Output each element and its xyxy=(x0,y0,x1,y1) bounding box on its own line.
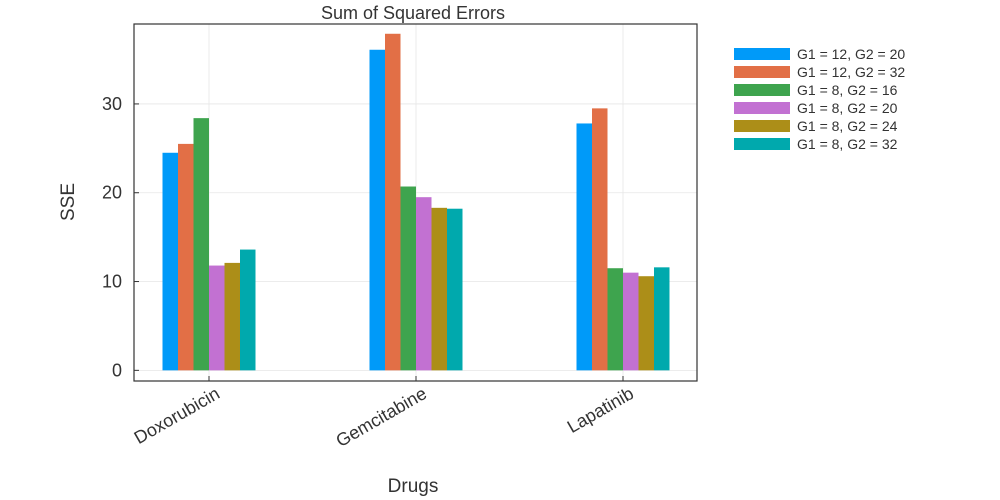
x-axis-label: Drugs xyxy=(388,476,439,497)
legend-swatch xyxy=(734,84,790,96)
legend-label: G1 = 12, G2 = 20 xyxy=(797,46,905,62)
bar xyxy=(400,186,416,371)
bar xyxy=(224,262,240,371)
bar xyxy=(193,118,209,371)
y-tick-label: 30 xyxy=(102,94,122,114)
legend-swatch xyxy=(734,102,790,114)
bar xyxy=(209,265,225,371)
bar xyxy=(240,249,256,371)
bar xyxy=(576,123,592,371)
legend-label: G1 = 8, G2 = 20 xyxy=(797,100,898,116)
bar xyxy=(623,272,639,371)
bar xyxy=(447,208,463,371)
bar xyxy=(178,143,194,371)
y-axis-label: SSE xyxy=(58,183,79,221)
bar xyxy=(162,152,178,371)
chart-title: Sum of Squared Errors xyxy=(321,3,505,23)
y-tick-label: 0 xyxy=(112,360,122,380)
bar xyxy=(431,207,447,371)
legend-swatch xyxy=(734,138,790,150)
bar xyxy=(607,268,623,371)
bar xyxy=(369,49,385,371)
bar xyxy=(654,267,670,371)
legend-label: G1 = 8, G2 = 32 xyxy=(797,136,898,152)
legend-swatch xyxy=(734,48,790,60)
legend-label: G1 = 8, G2 = 24 xyxy=(797,118,898,134)
legend-swatch xyxy=(734,120,790,132)
bars xyxy=(162,33,670,371)
legend: G1 = 12, G2 = 20 G1 = 12, G2 = 32 G1 = 8, … xyxy=(722,41,954,155)
y-tick-label: 10 xyxy=(102,272,122,292)
legend-label: G1 = 8, G2 = 16 xyxy=(797,82,898,98)
bar xyxy=(592,108,608,371)
legend-label: G1 = 12, G2 = 32 xyxy=(797,64,905,80)
legend-swatch xyxy=(734,66,790,78)
bar xyxy=(385,33,401,371)
y-tick-label: 20 xyxy=(102,183,122,203)
bar xyxy=(416,197,432,371)
bar xyxy=(638,276,654,371)
